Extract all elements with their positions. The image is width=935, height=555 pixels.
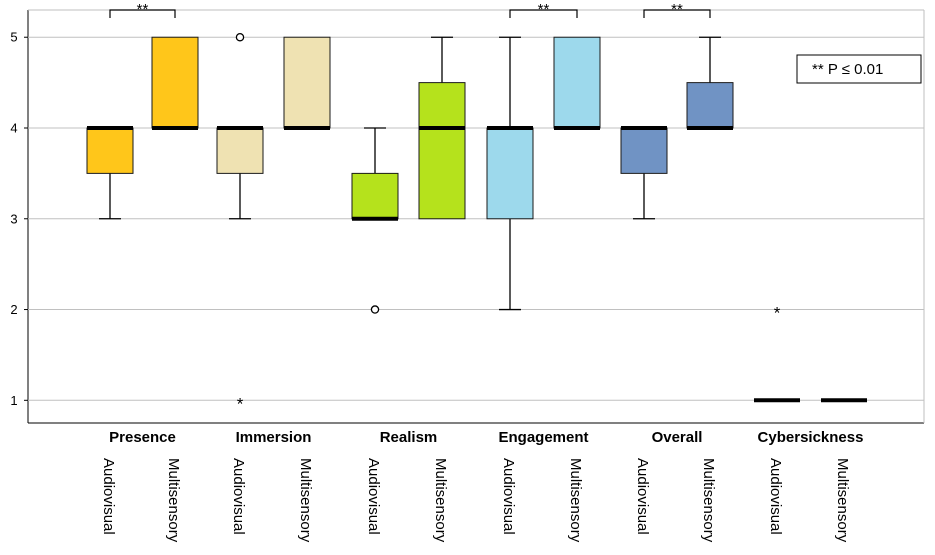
box-overall-audiovisual — [620, 127, 668, 174]
x-sublabel-cybersickness-audiovisual: Audiovisual — [767, 458, 784, 535]
x-sublabel-overall-multisensory: Multisensory — [700, 458, 717, 543]
x-group-label-engagement: Engagement — [498, 429, 588, 446]
y-tick-label-3: 3 — [10, 211, 17, 226]
extreme-cybersickness-audiovisual-0: * — [774, 304, 781, 323]
significance-bracket-engagement — [509, 9, 578, 18]
box-overall-multisensory — [686, 82, 734, 129]
x-group-label-immersion: Immersion — [236, 429, 312, 446]
y-tick-label-5: 5 — [10, 30, 17, 45]
x-sublabel-presence-multisensory: Multisensory — [165, 458, 182, 543]
x-sublabel-cybersickness-multisensory: Multisensory — [834, 458, 851, 543]
legend-text: ** P ≤ 0.01 — [812, 61, 883, 78]
x-sublabel-immersion-audiovisual: Audiovisual — [230, 458, 247, 535]
x-group-label-overall: Overall — [652, 429, 703, 446]
box-engagement-audiovisual — [486, 127, 534, 220]
legend-box — [796, 54, 922, 84]
box-engagement-multisensory — [553, 36, 601, 129]
x-sublabel-engagement-audiovisual: Audiovisual — [500, 458, 517, 535]
box-immersion-multisensory — [283, 36, 331, 129]
x-sublabel-engagement-multisensory: Multisensory — [567, 458, 584, 543]
y-tick-label-2: 2 — [10, 302, 17, 317]
x-sublabel-realism-multisensory: Multisensory — [432, 458, 449, 543]
x-sublabel-immersion-multisensory: Multisensory — [297, 458, 314, 543]
x-sublabel-presence-audiovisual: Audiovisual — [100, 458, 117, 535]
extreme-immersion-audiovisual-0: * — [237, 394, 244, 413]
outlier-realism-audiovisual-0 — [370, 305, 380, 314]
y-tick-label-1: 1 — [10, 393, 17, 408]
x-group-label-realism: Realism — [380, 429, 438, 446]
x-sublabel-realism-audiovisual: Audiovisual — [365, 458, 382, 535]
outlier-immersion-audiovisual-0 — [235, 32, 245, 42]
significance-bracket-presence — [109, 9, 176, 18]
significance-label-presence: ** — [137, 1, 149, 18]
box-realism-multisensory — [418, 82, 466, 220]
box-realism-audiovisual — [351, 172, 399, 220]
box-presence-multisensory — [151, 36, 199, 129]
y-tick-label-4: 4 — [10, 121, 17, 136]
box-immersion-audiovisual — [216, 127, 264, 174]
significance-label-engagement: ** — [538, 1, 550, 18]
box-presence-audiovisual — [86, 127, 134, 174]
significance-label-overall: ** — [671, 1, 683, 18]
x-group-label-cybersickness: Cybersickness — [758, 429, 864, 446]
x-group-label-presence: Presence — [109, 429, 176, 446]
x-sublabel-overall-audiovisual: Audiovisual — [634, 458, 651, 535]
significance-bracket-overall — [643, 9, 711, 18]
